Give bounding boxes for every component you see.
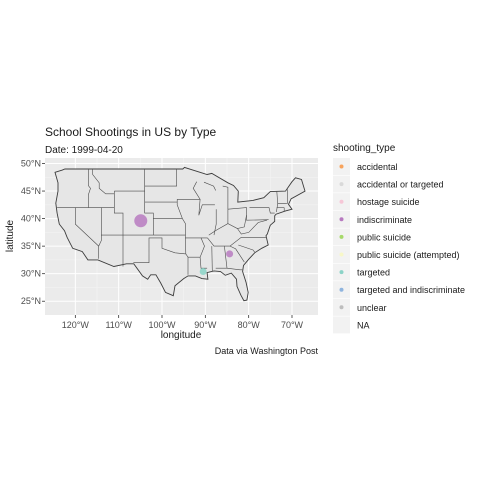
y-tick-label: 40°N	[21, 214, 41, 224]
legend-swatch	[339, 270, 344, 275]
chart-subtitle: Date: 1999-04-20	[45, 145, 123, 156]
data-points	[134, 214, 234, 275]
legend-label: targeted and indiscriminate	[357, 285, 465, 295]
state-border	[75, 207, 99, 247]
x-tick-label: 80°W	[238, 320, 261, 330]
y-axis: 25°N 30°N 35°N 40°N 45°N 50°N	[21, 159, 45, 306]
state-border	[249, 207, 275, 214]
y-tick-label: 35°N	[21, 241, 41, 251]
legend-label: targeted	[357, 268, 390, 278]
legend-label: unclear	[357, 303, 387, 313]
country-outline	[54, 166, 306, 302]
state-border	[153, 234, 208, 239]
y-tick-label: 30°N	[21, 269, 41, 279]
x-tick-label: 120°W	[62, 320, 90, 330]
plot-panel	[45, 158, 318, 315]
x-tick-label: 90°W	[194, 320, 217, 330]
state-border	[192, 181, 215, 216]
state-border	[226, 267, 243, 271]
state-border	[133, 237, 186, 264]
us-map	[54, 166, 306, 302]
y-tick-label: 50°N	[21, 159, 41, 169]
legend: shooting_type accidental accidental or ta…	[333, 143, 465, 334]
legend-label: public suicide	[357, 232, 411, 242]
data-point	[226, 250, 234, 258]
chart-title: School Shootings in US by Type	[45, 125, 217, 139]
x-tick-label: 110°W	[105, 320, 132, 330]
legend-label: NA	[357, 320, 370, 330]
legend-label: accidental	[357, 162, 398, 172]
x-tick-label: 70°W	[281, 320, 304, 330]
state-border	[98, 207, 102, 259]
data-point	[199, 267, 207, 275]
data-point	[134, 214, 148, 228]
legend-swatch	[339, 164, 344, 169]
state-border	[144, 169, 154, 236]
state-border	[227, 207, 269, 221]
state-border	[203, 181, 216, 191]
state-border	[238, 244, 255, 253]
legend-key	[333, 316, 350, 334]
state-border	[88, 169, 91, 208]
state-border	[144, 169, 177, 187]
legend-label: hostage suicide	[357, 197, 420, 207]
state-border	[92, 169, 115, 195]
state-border	[222, 185, 229, 210]
x-axis: 120°W 110°W 100°W 90°W 80°W 70°W	[62, 315, 304, 330]
state-border	[185, 237, 189, 275]
x-axis-title: longitude	[161, 330, 202, 341]
legend-label: public suicide (attempted)	[357, 250, 460, 260]
legend-label: accidental or targeted	[357, 180, 444, 190]
state-border	[277, 189, 289, 204]
legend-swatch	[339, 234, 344, 239]
legend-swatch	[339, 217, 344, 222]
x-tick-label: 100°W	[148, 320, 176, 330]
legend-swatch	[339, 287, 344, 292]
chart-caption: Data via Washington Post	[215, 346, 319, 356]
state-border	[176, 199, 186, 236]
state-border	[208, 215, 247, 236]
legend-swatch	[339, 199, 344, 204]
state-border	[211, 246, 213, 272]
y-axis-title: latitude	[5, 219, 16, 252]
legend-title: shooting_type	[333, 143, 396, 154]
state-border	[229, 245, 245, 263]
legend-swatch	[339, 182, 344, 187]
state-border	[237, 219, 267, 235]
state-border	[114, 191, 124, 267]
y-tick-label: 25°N	[21, 296, 41, 306]
legend-label: indiscriminate	[357, 215, 412, 225]
state-border	[199, 237, 205, 258]
legend-swatch	[339, 305, 344, 310]
legend-swatch	[339, 252, 344, 257]
y-tick-label: 45°N	[21, 186, 41, 196]
